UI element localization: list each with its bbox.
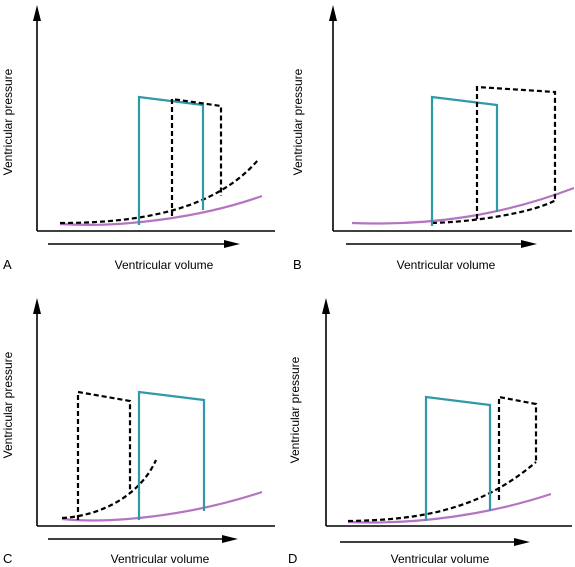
panel-d-y-label: Ventricular pressure bbox=[288, 356, 302, 463]
panel-b-altered-compliance-curve bbox=[431, 199, 557, 225]
panel-d-baseline-loop bbox=[424, 395, 492, 521]
panel-d-x-label: Ventricular volume bbox=[391, 552, 490, 566]
panel-b-compliance-curve bbox=[351, 186, 575, 225]
panel-b-x-label: Ventricular volume bbox=[397, 258, 496, 272]
panel-c-baseline-compliance-curve bbox=[61, 490, 263, 522]
panel-d-altered-compliance-curve bbox=[347, 461, 537, 523]
panel-c-x-label: Ventricular volume bbox=[111, 552, 210, 566]
panel-c-volume-arrow-head bbox=[222, 535, 238, 543]
panel-c-y-axis-arrow bbox=[33, 298, 41, 314]
panel-c-baseline-loop bbox=[137, 390, 206, 520]
panel-a-baseline-compliance-curve bbox=[59, 194, 263, 226]
panel-a-volume-arrow-head bbox=[224, 240, 240, 248]
panel-a-y-axis-arrow bbox=[33, 5, 41, 21]
panel-d-letter: D bbox=[288, 551, 297, 566]
panel-c-letter: C bbox=[3, 551, 12, 566]
panel-b-altered-loop bbox=[475, 85, 557, 219]
panel-b-y-label: Ventricular pressure bbox=[291, 68, 305, 175]
panel-d: Ventricular pressure Ventricular volume … bbox=[288, 298, 572, 566]
panel-c-y-label: Ventricular pressure bbox=[1, 351, 15, 458]
panel-a-letter: A bbox=[3, 257, 12, 272]
panel-c: Ventricular pressure Ventricular volume … bbox=[1, 298, 275, 566]
panel-d-altered-loop bbox=[497, 395, 538, 500]
panel-b-y-axis-arrow bbox=[329, 5, 337, 21]
panel-d-volume-arrow-head bbox=[514, 538, 530, 546]
panel-b: Ventricular pressure Ventricular volume … bbox=[291, 5, 575, 272]
panel-b-volume-arrow-head bbox=[521, 240, 537, 248]
panel-c-altered-loop bbox=[76, 390, 132, 520]
panel-d-y-axis-arrow bbox=[322, 298, 330, 314]
panel-b-letter: B bbox=[293, 257, 302, 272]
panel-c-altered-compliance-curve bbox=[61, 459, 158, 520]
panel-b-baseline-loop bbox=[430, 95, 499, 226]
panel-a-altered-compliance-curve bbox=[59, 159, 259, 225]
panel-a-x-label: Ventricular volume bbox=[115, 258, 214, 272]
panel-d-baseline-compliance-curve bbox=[347, 492, 552, 524]
panel-a-altered-loop bbox=[170, 97, 223, 216]
panel-a: Ventricular pressure Ventricular volume … bbox=[1, 5, 275, 272]
panel-a-y-label: Ventricular pressure bbox=[1, 68, 15, 175]
